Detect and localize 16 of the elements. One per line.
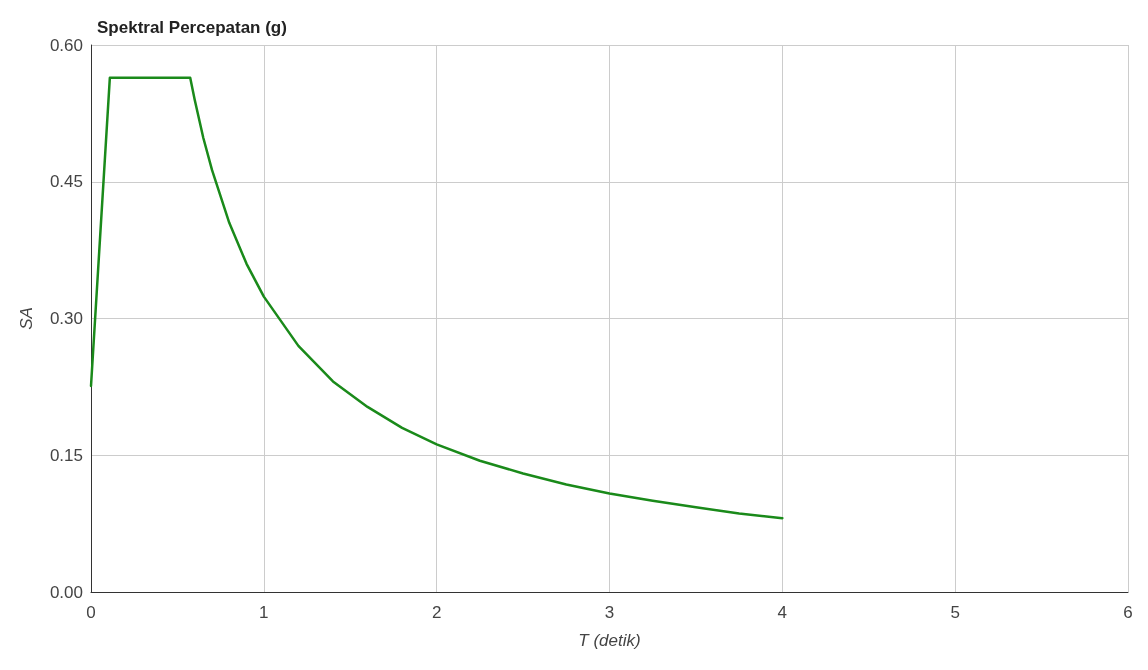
x-tick-label: 6: [1123, 603, 1133, 622]
chart-title: Spektral Percepatan (g): [97, 18, 287, 37]
y-axis-title: SA: [17, 307, 36, 330]
y-tick-label: 0.15: [49, 445, 83, 465]
x-tick-label: 1: [259, 603, 269, 622]
y-tick-label: 0.45: [49, 172, 83, 192]
x-tick-label: 3: [604, 603, 615, 622]
x-tick-label: 2: [431, 603, 442, 622]
x-tick-label: 0: [86, 603, 96, 622]
x-tick-label: 4: [777, 603, 788, 622]
y-tick-label: 0.30: [49, 309, 83, 328]
x-axis-title: T (detik): [578, 631, 641, 650]
y-tick-label: 0.60: [49, 35, 83, 55]
line-series: [89, 76, 784, 520]
y-tick-label: 0.00: [49, 582, 83, 602]
x-tick-label: 5: [950, 603, 960, 622]
